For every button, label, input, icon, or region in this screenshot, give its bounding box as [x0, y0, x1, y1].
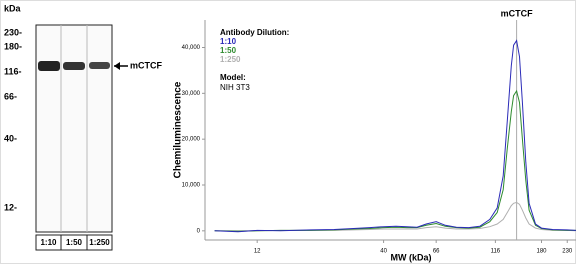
x-tick-label: 116 [491, 249, 501, 255]
marker-label: 66- [4, 91, 17, 101]
unit-label: kDa [4, 3, 22, 13]
x-tick-label: 40 [380, 249, 387, 255]
marker-label: 116- [4, 66, 22, 76]
legend-entry: 1:10 [220, 37, 237, 46]
y-tick-label: 40,000 [182, 45, 201, 51]
y-tick-label: 20,000 [182, 137, 201, 143]
arrow-head [114, 62, 120, 70]
y-tick-label: 0 [197, 228, 201, 234]
marker-label: 12- [4, 202, 17, 212]
lane-label: 1:250 [89, 238, 110, 247]
x-tick-label: 66 [433, 249, 440, 255]
figure: kDa 230- 180- 116- 66- 40- 12- mCTCF 1:1… [0, 0, 576, 264]
x-tick-label: 180 [537, 249, 548, 255]
band [89, 62, 110, 69]
model-label: NIH 3T3 [220, 83, 250, 92]
chart: Chemiluminescence MW (kDa) Antibody Dilu… [173, 8, 576, 262]
lane-label: 1:10 [40, 238, 57, 247]
band [38, 61, 60, 71]
model-title: Model: [220, 73, 246, 82]
peak-label: mCTCF [501, 8, 533, 18]
x-axis-title: MW (kDa) [391, 252, 432, 262]
band-label: mCTCF [130, 60, 162, 70]
marker-label: 180- [4, 41, 22, 51]
y-tick-label: 30,000 [182, 91, 201, 97]
series-line [215, 91, 576, 231]
legend-title: Antibody Dilution: [220, 28, 289, 37]
band [63, 62, 85, 70]
x-tick-label: 12 [254, 249, 261, 255]
marker-label: 40- [4, 133, 17, 143]
lane-label: 1:50 [66, 238, 83, 247]
x-tick-label: 230 [562, 249, 573, 255]
legend-entry: 1:50 [220, 46, 237, 55]
blot-image [36, 25, 112, 232]
western-blot: kDa 230- 180- 116- 66- 40- 12- mCTCF 1:1… [4, 3, 162, 250]
y-tick-label: 10,000 [182, 183, 201, 189]
legend-entry: 1:250 [220, 55, 241, 64]
marker-label: 230- [4, 27, 22, 37]
